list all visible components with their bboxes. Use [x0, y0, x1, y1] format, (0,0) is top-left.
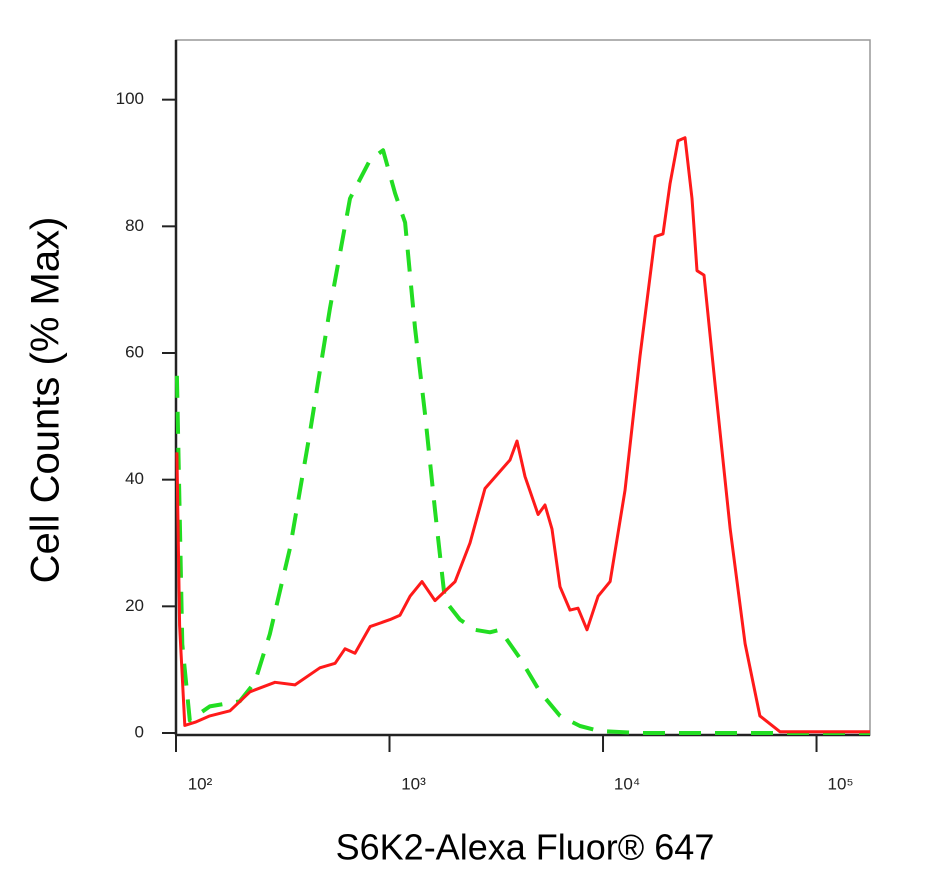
x-tick-label: 10² [188, 774, 213, 793]
y-tick-label: 0 [135, 722, 144, 741]
y-tick-label: 20 [125, 596, 144, 615]
series-line [175, 136, 870, 734]
series-line [174, 148, 870, 735]
x-tick-label: 10⁵ [828, 774, 854, 793]
x-tick-label: 10³ [401, 774, 426, 793]
plot-frame [175, 39, 871, 736]
y-tick-label: 60 [125, 342, 144, 361]
y-tick-label: 40 [125, 469, 144, 488]
y-tick-label: 80 [125, 216, 144, 235]
y-axis-label: Cell Counts (% Max) [24, 217, 68, 584]
x-tick-label: 10⁴ [614, 774, 640, 793]
y-tick-label: 100 [116, 89, 144, 108]
x-axis-label: S6K2-Alexa Fluor® 647 [336, 827, 715, 868]
